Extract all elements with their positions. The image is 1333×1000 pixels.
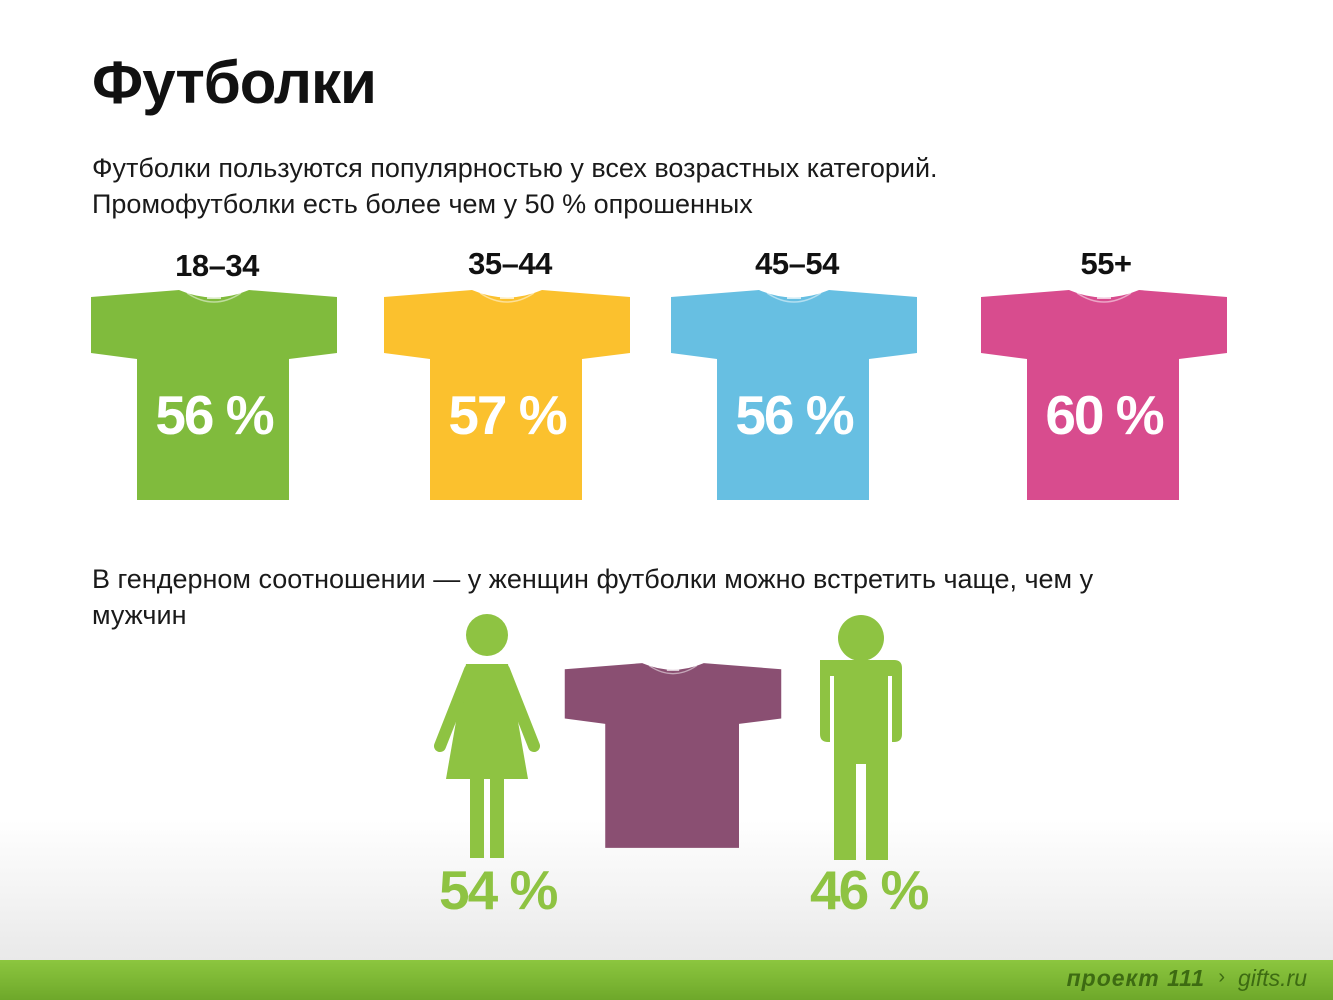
age-label-55-plus: 55+	[1080, 246, 1132, 281]
tshirt-55-plus: 60 %	[979, 289, 1229, 501]
bar-value-label: 56 %	[155, 384, 274, 446]
tshirt-45-54: 56 %	[669, 289, 919, 501]
intro-line-2: Промофутболки есть более чем у 50 % опро…	[92, 189, 753, 219]
page-title: Футболки	[92, 49, 377, 116]
age-label-35-44: 35–44	[468, 246, 552, 281]
site-link[interactable]: gifts.ru	[1237, 965, 1307, 991]
gender-text-line-1: В гендерном соотношении — у женщин футбо…	[92, 564, 1094, 594]
bar-value-label: 60 %	[1045, 384, 1164, 446]
gender-text-line-2: мужчин	[92, 600, 187, 630]
intro-text: Футболки пользуются популярностью у всех…	[92, 150, 1192, 222]
bar-value-label: 57 %	[448, 384, 567, 446]
footer-bar	[0, 960, 1333, 1000]
man-icon	[812, 614, 910, 862]
tshirt-icon	[671, 290, 917, 500]
bar-value-label: 56 %	[735, 384, 854, 446]
chevron-right-icon: ›	[1218, 966, 1225, 988]
tshirt-icon	[384, 290, 630, 500]
woman-icon	[434, 614, 540, 859]
tshirt-icon	[564, 663, 782, 848]
female-percentage: 54 %	[439, 859, 558, 921]
gender-text: В гендерном соотношении — у женщин футбо…	[92, 561, 1242, 633]
brand-logo: проект 111	[1066, 965, 1205, 991]
tshirt-18-34: 56 %	[89, 289, 339, 501]
age-label-45-54: 45–54	[755, 246, 839, 281]
age-label-18-34: 18–34	[175, 248, 259, 283]
male-percentage: 46 %	[810, 859, 929, 921]
tshirt-gender	[563, 662, 783, 849]
tshirt-35-44: 57 %	[382, 289, 632, 501]
intro-line-1: Футболки пользуются популярностью у всех…	[92, 153, 938, 183]
tshirt-icon	[91, 290, 337, 500]
tshirt-icon	[981, 290, 1227, 500]
